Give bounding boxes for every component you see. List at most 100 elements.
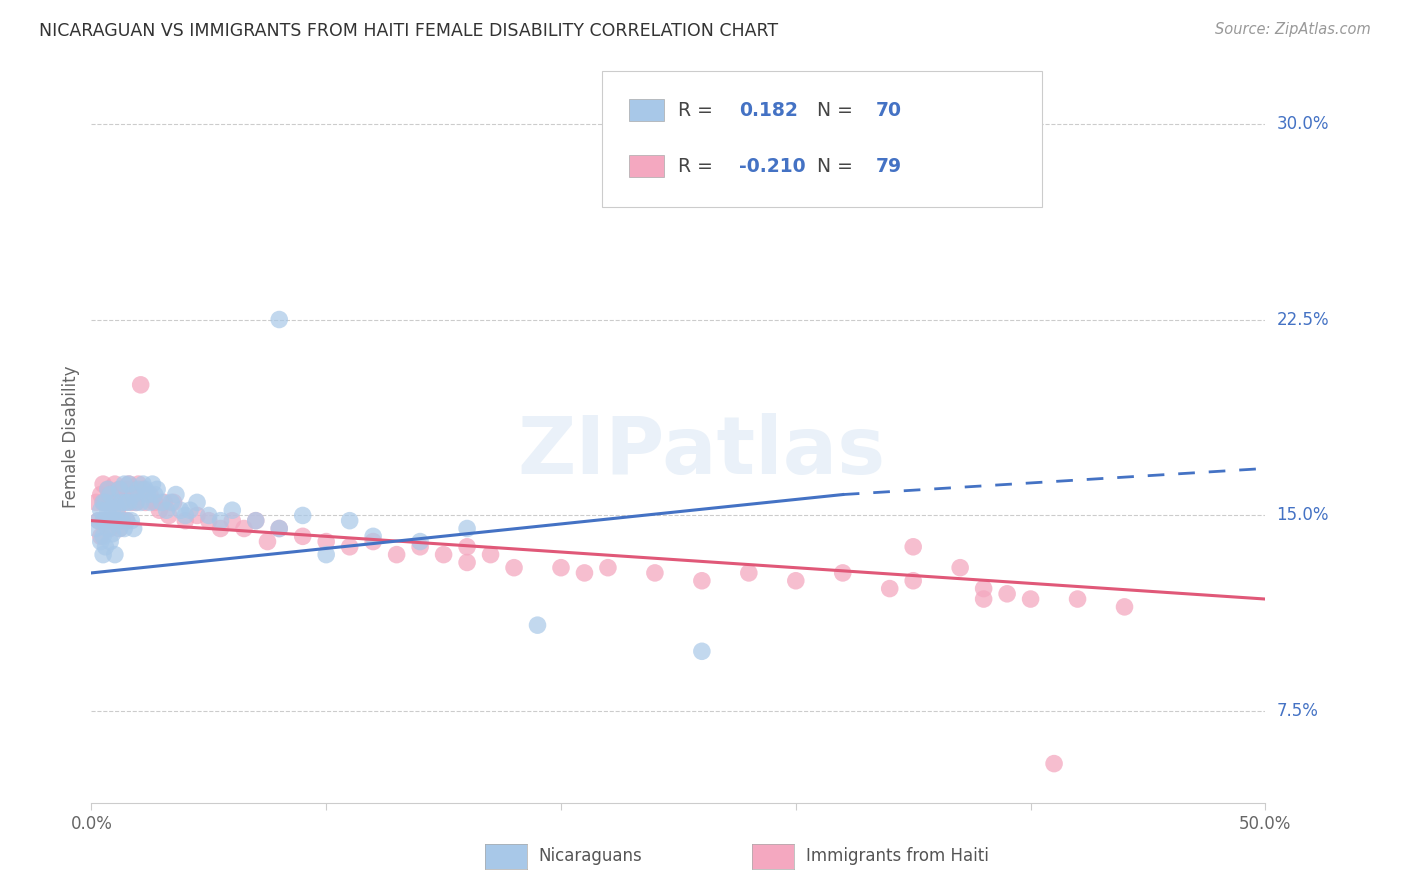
Point — [174, 514, 197, 528]
Text: N =: N = — [817, 157, 859, 176]
Point — [84, 522, 107, 536]
Point — [526, 618, 548, 632]
Point — [129, 495, 152, 509]
Point — [901, 574, 924, 588]
Text: 15.0%: 15.0% — [1277, 507, 1329, 524]
Point — [157, 508, 180, 523]
Point — [503, 560, 526, 574]
Point — [785, 574, 807, 588]
Point — [361, 534, 384, 549]
Point — [339, 540, 361, 554]
Point — [456, 540, 478, 554]
Point — [291, 529, 314, 543]
Point — [136, 487, 159, 501]
Point — [104, 477, 127, 491]
Point — [574, 566, 596, 580]
Point — [690, 574, 713, 588]
Point — [160, 495, 183, 509]
Point — [105, 503, 128, 517]
Point — [91, 514, 114, 528]
Point — [118, 477, 141, 491]
Point — [169, 503, 191, 517]
Point — [831, 117, 853, 131]
Point — [269, 312, 291, 326]
Point — [221, 503, 243, 517]
Text: Nicaraguans: Nicaraguans — [538, 847, 643, 865]
Point — [385, 548, 408, 562]
Point — [97, 483, 120, 497]
Point — [97, 483, 120, 497]
Point — [94, 514, 117, 528]
Point — [738, 566, 761, 580]
Point — [101, 514, 124, 528]
Point — [179, 503, 201, 517]
Point — [245, 514, 267, 528]
Point — [111, 495, 134, 509]
Point — [291, 508, 314, 523]
Point — [139, 487, 162, 501]
Point — [91, 548, 114, 562]
Point — [233, 522, 256, 536]
Text: -0.210: -0.210 — [740, 157, 806, 176]
Point — [108, 483, 131, 497]
Point — [120, 514, 142, 528]
Point — [91, 514, 114, 528]
Point — [139, 495, 162, 509]
Point — [122, 487, 145, 501]
Point — [104, 514, 127, 528]
Point — [479, 548, 502, 562]
Point — [162, 495, 184, 509]
Point — [153, 495, 176, 509]
Text: 30.0%: 30.0% — [1277, 114, 1329, 133]
Point — [245, 514, 267, 528]
Point — [112, 495, 135, 509]
Point — [115, 514, 138, 528]
Point — [132, 483, 155, 497]
Point — [995, 587, 1018, 601]
Text: Source: ZipAtlas.com: Source: ZipAtlas.com — [1215, 22, 1371, 37]
Point — [1114, 599, 1136, 614]
Point — [108, 483, 131, 497]
Point — [105, 487, 128, 501]
Point — [155, 503, 177, 517]
Point — [98, 487, 121, 501]
Text: 79: 79 — [876, 157, 901, 176]
Point — [550, 560, 572, 574]
Point — [118, 477, 141, 491]
Point — [1066, 592, 1088, 607]
Point — [115, 514, 138, 528]
Point — [98, 534, 121, 549]
Point — [115, 483, 138, 497]
Text: R =: R = — [678, 157, 720, 176]
Point — [901, 540, 924, 554]
Point — [209, 514, 232, 528]
Text: Immigrants from Haiti: Immigrants from Haiti — [806, 847, 988, 865]
Point — [125, 495, 148, 509]
Point — [91, 495, 114, 509]
Point — [339, 514, 361, 528]
Point — [134, 495, 156, 509]
Y-axis label: Female Disability: Female Disability — [62, 366, 80, 508]
Text: NICARAGUAN VS IMMIGRANTS FROM HAITI FEMALE DISABILITY CORRELATION CHART: NICARAGUAN VS IMMIGRANTS FROM HAITI FEMA… — [39, 22, 779, 40]
Point — [141, 477, 163, 491]
Point — [1019, 592, 1042, 607]
Point — [315, 548, 337, 562]
Point — [94, 514, 117, 528]
Point — [456, 556, 478, 570]
Point — [108, 522, 131, 536]
Point — [97, 522, 120, 536]
Point — [315, 534, 337, 549]
Point — [101, 503, 124, 517]
Text: ZIPatlas: ZIPatlas — [517, 413, 886, 491]
Point — [94, 495, 117, 509]
Point — [97, 503, 120, 517]
Point — [94, 495, 117, 509]
Point — [108, 522, 131, 536]
Point — [949, 560, 972, 574]
Point — [221, 514, 243, 528]
Point — [97, 514, 120, 528]
Point — [111, 487, 134, 501]
Point — [122, 522, 145, 536]
Point — [197, 508, 219, 523]
Point — [409, 534, 432, 549]
